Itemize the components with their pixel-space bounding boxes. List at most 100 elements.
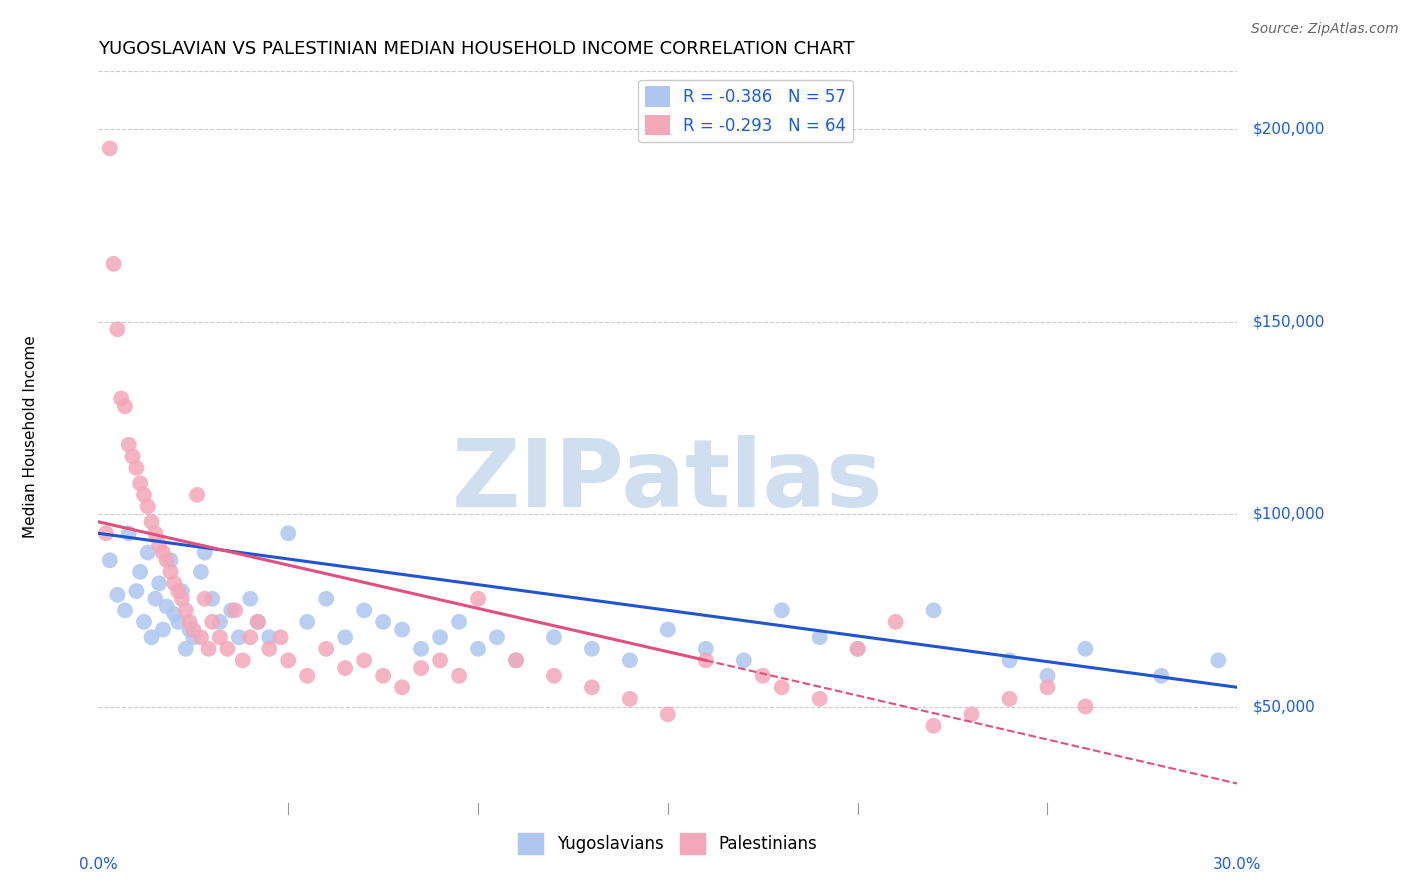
Point [259,641,281,656]
Point [174,641,197,656]
Point [156,553,179,567]
Point [167,615,190,629]
Text: Median Household Income: Median Household Income [22,335,38,539]
Point [132,488,155,502]
Point [125,461,148,475]
Point [752,669,775,683]
Point [1036,681,1059,695]
Point [163,576,186,591]
Point [129,565,152,579]
Point [505,653,527,667]
Point [619,653,641,667]
Point [152,623,174,637]
Point [148,538,170,552]
Point [998,691,1021,706]
Point [136,500,159,514]
Point [121,450,143,464]
Point [179,623,201,637]
Point [239,591,262,606]
Point [1150,669,1173,683]
Point [246,615,269,629]
Point [733,653,755,667]
Point [486,630,509,644]
Point [619,691,641,706]
Point [114,399,136,413]
Point [239,630,262,644]
Point [429,653,451,667]
Point [411,641,433,656]
Text: Source: ZipAtlas.com: Source: ZipAtlas.com [1251,22,1399,37]
Point [186,488,208,502]
Point [208,615,231,629]
Point [94,526,117,541]
Point [371,669,394,683]
Point [179,615,201,629]
Point [159,553,181,567]
Point [960,707,983,722]
Point [174,603,197,617]
Point [141,630,163,644]
Point [167,584,190,599]
Point [695,653,717,667]
Point [315,641,337,656]
Point [335,630,357,644]
Point [208,630,231,644]
Point [770,681,793,695]
Point [657,707,679,722]
Point [846,641,869,656]
Point [98,141,121,155]
Point [447,669,470,683]
Text: $50,000: $50,000 [1253,699,1315,714]
Point [581,641,603,656]
Point [110,392,132,406]
Text: $100,000: $100,000 [1253,507,1324,522]
Point [505,653,527,667]
Point [228,630,250,644]
Point [259,630,281,644]
Point [1074,641,1097,656]
Point [190,630,212,644]
Point [543,669,565,683]
Point [770,603,793,617]
Point [297,669,319,683]
Point [371,615,394,629]
Point [145,591,167,606]
Point [194,545,217,559]
Point [141,515,163,529]
Point [581,681,603,695]
Legend: Yugoslavians, Palestinians: Yugoslavians, Palestinians [512,827,824,860]
Point [132,615,155,629]
Point [808,691,831,706]
Point [657,623,679,637]
Point [129,476,152,491]
Point [217,641,239,656]
Point [136,545,159,559]
Point [467,641,489,656]
Point [201,591,224,606]
Point [190,565,212,579]
Point [163,607,186,622]
Point [183,623,205,637]
Text: $200,000: $200,000 [1253,121,1324,136]
Point [884,615,907,629]
Point [922,719,945,733]
Point [183,630,205,644]
Point [998,653,1021,667]
Point [201,615,224,629]
Text: $150,000: $150,000 [1253,314,1324,329]
Point [411,661,433,675]
Point [224,603,246,617]
Point [391,623,413,637]
Point [197,641,219,656]
Point [148,576,170,591]
Point [156,599,179,614]
Point [107,588,129,602]
Point [922,603,945,617]
Point [118,438,141,452]
Point [170,584,193,599]
Point [808,630,831,644]
Point [846,641,869,656]
Point [467,591,489,606]
Point [353,603,375,617]
Point [194,591,217,606]
